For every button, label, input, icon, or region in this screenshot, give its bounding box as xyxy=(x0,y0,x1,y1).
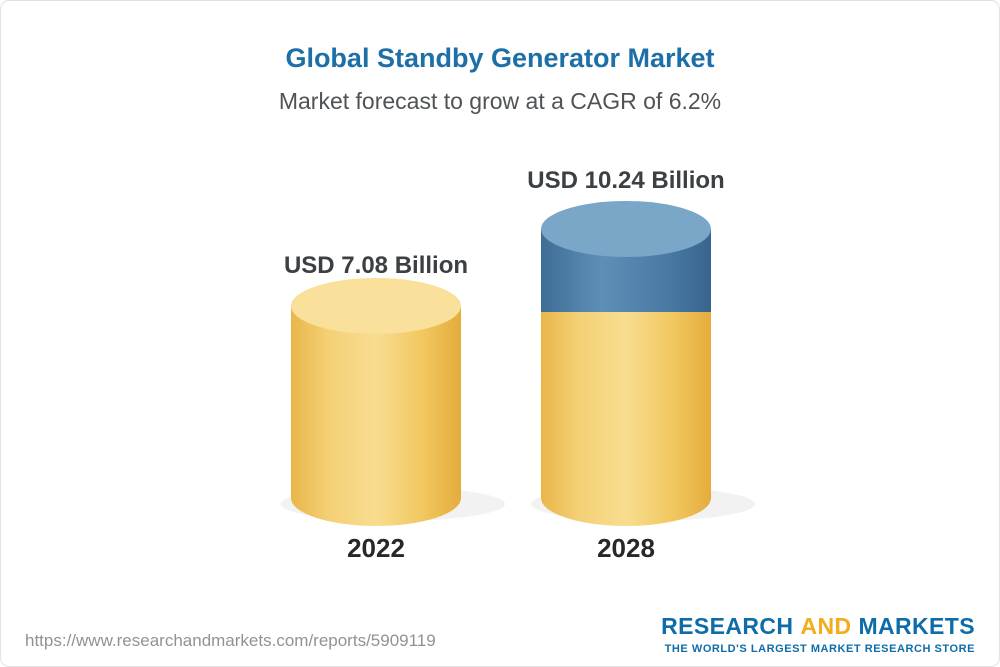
value-label-2028: USD 10.24 Billion xyxy=(527,167,725,194)
logo-tagline: THE WORLD'S LARGEST MARKET RESEARCH STOR… xyxy=(664,643,975,655)
cylinder-2028-top xyxy=(541,201,711,257)
cylinder-2028-base-segment xyxy=(541,312,711,526)
logo-word-research: RESEARCH xyxy=(661,613,794,639)
logo-wordmark: RESEARCH AND MARKETS xyxy=(661,613,975,640)
chart-title: Global Standby Generator Market xyxy=(285,43,715,73)
x-axis-label-2028: 2028 xyxy=(597,533,655,563)
logo-word-and: AND xyxy=(800,613,852,639)
cylinder-2028 xyxy=(541,201,711,526)
source-url: https://www.researchandmarkets.com/repor… xyxy=(25,631,436,650)
logo-word-markets: MARKETS xyxy=(858,613,975,639)
cylinder-2022-top xyxy=(291,278,461,334)
x-axis-label-2022: 2022 xyxy=(347,533,405,563)
cylinder-2022 xyxy=(291,278,461,526)
cylinder-2022-body xyxy=(291,306,461,526)
research-and-markets-logo: RESEARCH AND MARKETS THE WORLD'S LARGEST M… xyxy=(661,613,975,655)
value-label-2022: USD 7.08 Billion xyxy=(283,252,469,279)
chart-subtitle: Market forecast to grow at a CAGR of 6.2… xyxy=(278,88,722,114)
